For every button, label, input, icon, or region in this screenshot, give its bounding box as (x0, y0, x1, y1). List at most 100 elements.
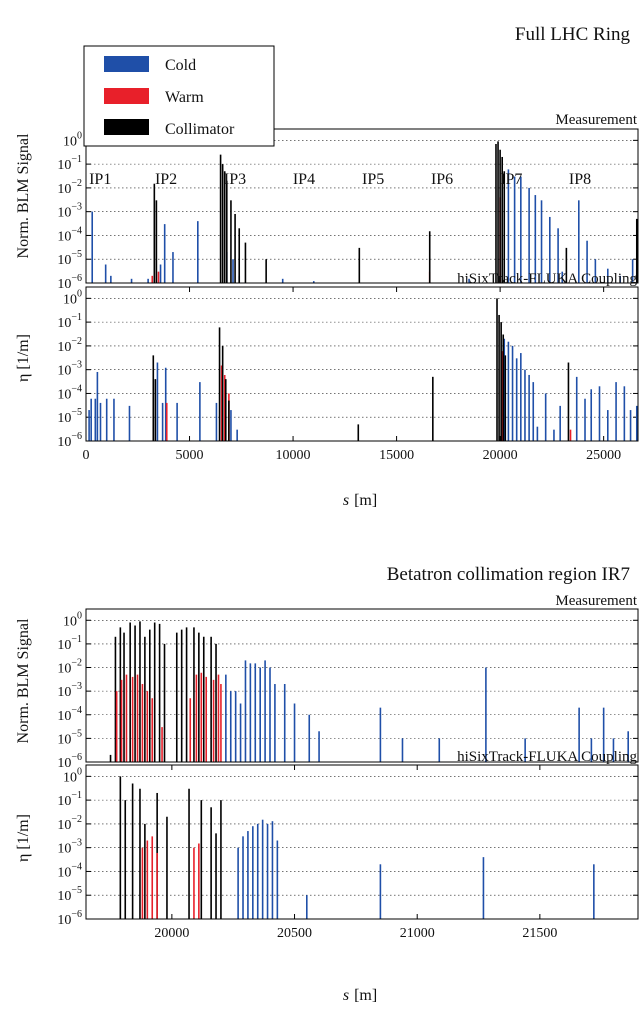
legend-label-warm: Warm (165, 89, 204, 106)
y-tick-exponent: −3 (71, 838, 82, 849)
y-tick-label: 10−1 (57, 154, 82, 173)
plot-frame (85, 608, 639, 763)
y-tick-exponent: −2 (71, 336, 82, 347)
ip-label: IP1 (89, 171, 111, 188)
y-tick-label: 10−2 (57, 336, 82, 355)
y-tick-label: 10−5 (57, 728, 82, 747)
y-tick-exponent: −3 (71, 202, 82, 213)
xlabel-sym: s (343, 987, 349, 1004)
x-tick-label: 25000 (586, 448, 621, 463)
y-tick-label: 10−5 (57, 249, 82, 268)
y-tick-exponent: −2 (71, 178, 82, 189)
y-tick-label: 10−3 (57, 681, 82, 700)
y-tick-label: 10−4 (57, 705, 82, 724)
y-tick-exponent: 0 (77, 610, 82, 621)
xlabel-sym: s (343, 492, 349, 509)
y-tick-label: 10−3 (57, 202, 82, 221)
ip-label: IP8 (569, 171, 591, 188)
x-tick-label: 21000 (400, 926, 435, 941)
ip-label: IP2 (155, 171, 177, 188)
y-tick-label: 100 (63, 130, 82, 149)
y-tick-label: 10−1 (57, 634, 82, 653)
y-tick-exponent: −6 (71, 752, 82, 763)
y-tick-exponent: −6 (71, 431, 82, 442)
y-tick-exponent: 0 (77, 130, 82, 141)
panel-tag-coupling-1: hiSixTrack-FLUKA Coupling (457, 271, 637, 287)
xlabel-full-ring: s [m] (343, 492, 377, 509)
y-tick-exponent: −2 (71, 658, 82, 669)
section-title-full-ring: Full LHC Ring (515, 24, 631, 45)
ylabel-ir7-measurement: Norm. BLM Signal (15, 618, 32, 743)
y-tick-label: 10−5 (57, 407, 82, 426)
y-tick-label: 10−1 (57, 312, 82, 331)
y-tick-label: 10−3 (57, 838, 82, 857)
legend-label-collimator: Collimator (165, 121, 235, 138)
legend-swatch-collimator (104, 119, 149, 135)
y-tick-exponent: −1 (71, 634, 82, 645)
x-tick-label: 5000 (176, 448, 204, 463)
x-tick-label: 21500 (522, 926, 557, 941)
ip-label: IP6 (431, 171, 453, 188)
y-tick-label: 10−6 (57, 431, 82, 450)
y-tick-exponent: −3 (71, 360, 82, 371)
panel-tag-coupling-2: hiSixTrack-FLUKA Coupling (457, 749, 637, 765)
panel-tag-measurement-1: Measurement (555, 112, 637, 128)
legend-swatch-warm (104, 88, 149, 104)
x-tick-label: 20000 (154, 926, 189, 941)
x-tick-label: 20000 (483, 448, 518, 463)
y-tick-exponent: −1 (71, 154, 82, 165)
y-tick-exponent: −5 (71, 885, 82, 896)
y-tick-label: 10−2 (57, 814, 82, 833)
legend: Cold Warm Collimator (83, 45, 275, 147)
y-tick-label: 10−2 (57, 658, 82, 677)
x-tick-label: 15000 (379, 448, 414, 463)
xlabel-unit: [m] (354, 987, 377, 1004)
ip-label: IP5 (362, 171, 384, 188)
y-tick-exponent: 0 (77, 766, 82, 777)
plot-frame (85, 764, 639, 920)
section-title-ir7: Betatron collimation region IR7 (387, 564, 630, 585)
y-tick-label: 100 (63, 610, 82, 629)
y-tick-exponent: −4 (71, 383, 82, 394)
y-tick-exponent: −5 (71, 249, 82, 260)
y-tick-label: 10−2 (57, 178, 82, 197)
y-tick-label: 10−6 (57, 909, 82, 928)
xlabel-ir7: s [m] (343, 987, 377, 1004)
y-tick-exponent: −4 (71, 861, 82, 872)
ylabel-full-measurement: Norm. BLM Signal (15, 133, 32, 258)
y-tick-exponent: −6 (71, 273, 82, 284)
legend-label-cold: Cold (165, 57, 196, 74)
x-tick-label: 0 (83, 448, 90, 463)
y-tick-label: 10−5 (57, 885, 82, 904)
plot-frame (85, 128, 639, 284)
ip-label: IP7 (500, 171, 522, 188)
y-tick-label: 10−1 (57, 790, 82, 809)
plot-frame (85, 286, 639, 442)
ip-label: IP4 (293, 171, 315, 188)
xlabel-unit: [m] (354, 492, 377, 509)
ylabel-full-simulation: η [1/m] (15, 334, 32, 382)
y-tick-label: 10−4 (57, 861, 82, 880)
panel-tag-measurement-2: Measurement (555, 593, 637, 609)
y-tick-exponent: −4 (71, 225, 82, 236)
ip-labels: IP1 IP2 IP3 IP4 IP5 IP6 IP7 IP8 (89, 171, 591, 188)
ylabel-ir7-simulation: η [1/m] (15, 814, 32, 862)
x-tick-label: 20500 (277, 926, 312, 941)
y-tick-exponent: −1 (71, 312, 82, 323)
y-tick-exponent: −4 (71, 705, 82, 716)
y-tick-label: 10−4 (57, 383, 82, 402)
y-tick-exponent: 0 (77, 288, 82, 299)
y-tick-exponent: −5 (71, 407, 82, 418)
y-tick-exponent: −2 (71, 814, 82, 825)
legend-swatch-cold (104, 56, 149, 72)
y-tick-exponent: −5 (71, 728, 82, 739)
y-tick-exponent: −3 (71, 681, 82, 692)
y-tick-label: 10−4 (57, 225, 82, 244)
x-tick-label: 10000 (276, 448, 311, 463)
y-tick-label: 10−3 (57, 360, 82, 379)
ip-label: IP3 (224, 171, 246, 188)
